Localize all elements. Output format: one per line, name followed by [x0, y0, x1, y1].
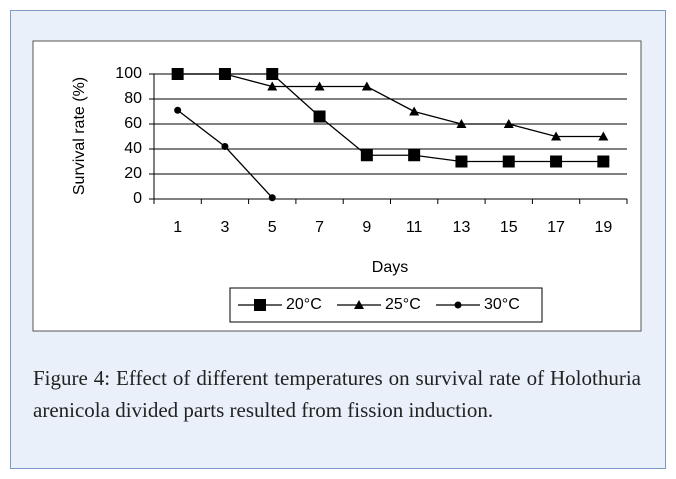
y-tick-label: 80: [124, 90, 142, 107]
data-point: [456, 119, 467, 128]
x-axis-label: Days: [372, 259, 408, 276]
data-point: [598, 131, 609, 141]
series-line: [177, 73, 604, 138]
chart-area: [32, 40, 642, 332]
data-point: [360, 149, 373, 162]
data-point: [313, 110, 326, 123]
legend-label: 30°C: [484, 296, 520, 313]
data-point: [221, 143, 229, 150]
x-tick-label: 5: [268, 219, 277, 236]
x-tick-label: 7: [315, 219, 324, 236]
data-point: [314, 81, 325, 91]
x-tick-label: 1: [173, 219, 182, 236]
data-point: [503, 119, 514, 128]
x-tick-label: 11: [406, 219, 423, 236]
x-tick-label: 15: [500, 219, 518, 236]
data-point: [172, 69, 183, 78]
data-point: [408, 149, 421, 162]
data-point: [597, 155, 610, 168]
y-axis-label: Survival rate (%): [71, 77, 88, 195]
data-point: [361, 81, 372, 91]
series-line: [177, 73, 604, 163]
legend-marker: [454, 301, 462, 309]
x-tick-label: 17: [547, 219, 565, 236]
x-tick-label: 3: [220, 219, 229, 236]
legend-label: 20°C: [286, 296, 322, 313]
y-tick-label: 0: [133, 190, 142, 207]
x-tick-label: 19: [594, 219, 612, 236]
data-point: [268, 194, 276, 202]
y-tick-label: 60: [124, 115, 142, 132]
data-point: [174, 106, 182, 114]
y-tick-label: 100: [115, 65, 142, 82]
data-point: [266, 68, 279, 80]
data-point: [409, 106, 420, 116]
data-point: [455, 155, 468, 168]
data-point: [551, 131, 562, 141]
legend-marker: [254, 299, 266, 311]
data-point: [267, 81, 278, 91]
data-point: [502, 155, 515, 168]
caption: Figure 4: Effect of different temperatur…: [33, 366, 641, 422]
data-point: [219, 69, 230, 78]
legend-label: 25°C: [385, 296, 421, 313]
x-tick-label: 9: [362, 219, 371, 236]
x-tick-label: 13: [453, 219, 471, 236]
y-tick-label: 40: [124, 140, 142, 157]
y-tick-label: 20: [124, 165, 142, 182]
data-point: [550, 155, 563, 168]
legend-marker: [354, 300, 364, 309]
